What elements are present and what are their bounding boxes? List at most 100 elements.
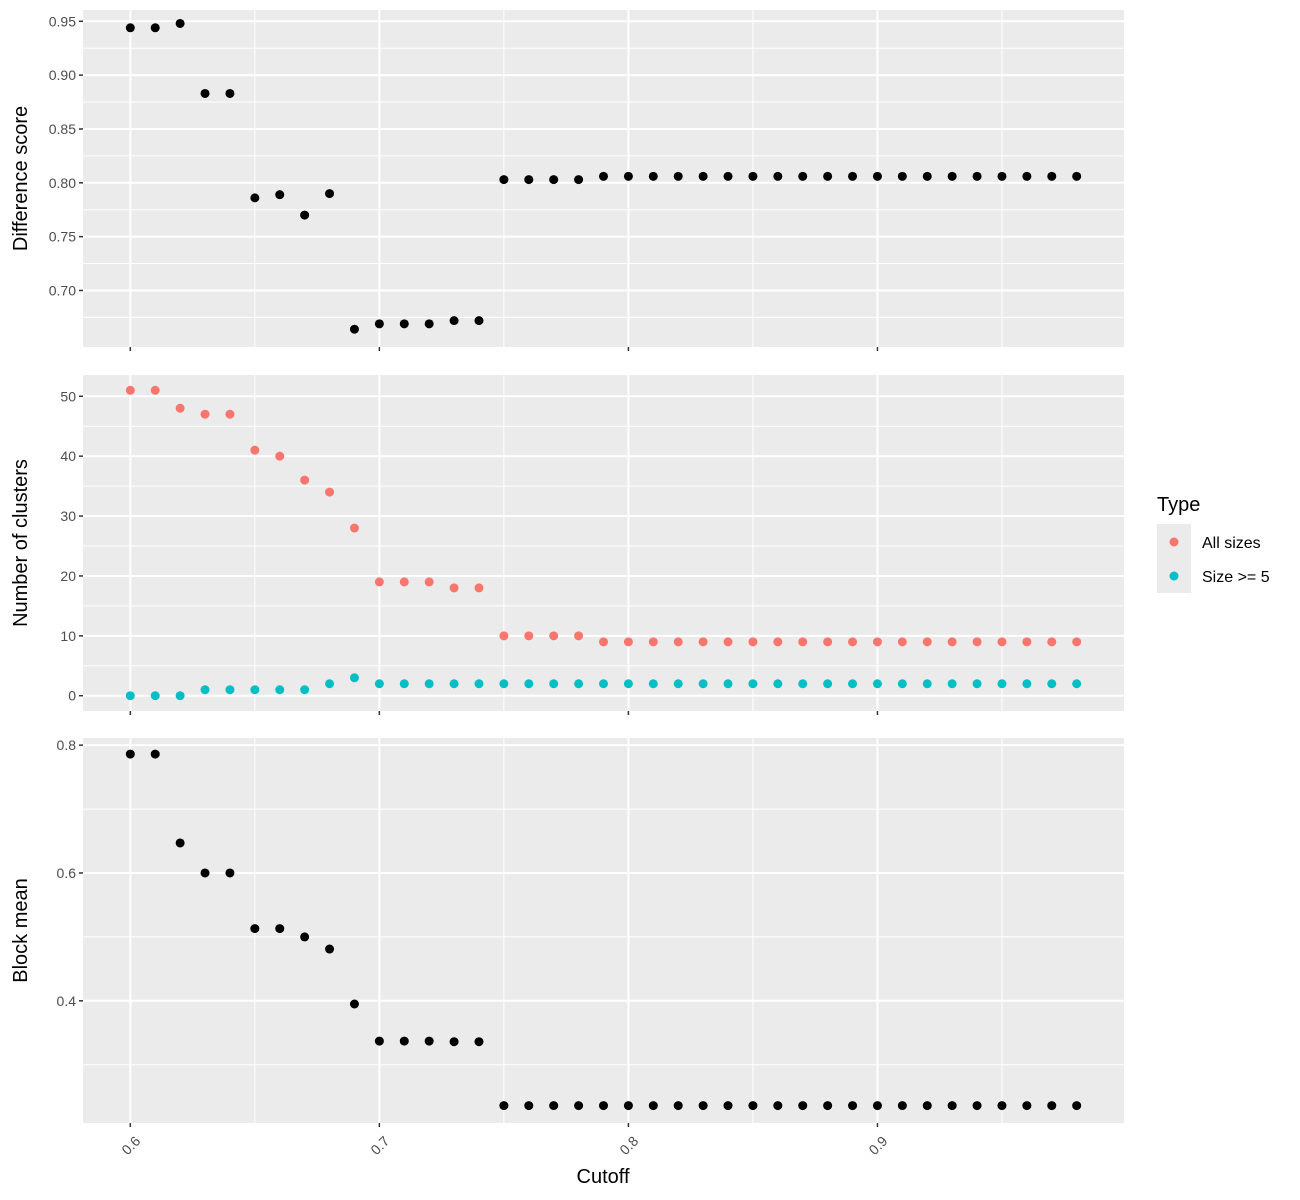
data-point bbox=[374, 679, 384, 689]
data-point bbox=[698, 171, 708, 181]
data-point bbox=[399, 577, 409, 587]
data-point bbox=[424, 319, 434, 329]
data-point bbox=[897, 1101, 907, 1111]
data-point bbox=[499, 1101, 509, 1111]
data-point bbox=[997, 637, 1007, 647]
data-point bbox=[424, 1036, 434, 1046]
data-point bbox=[175, 838, 185, 848]
data-point bbox=[748, 679, 758, 689]
data-point bbox=[599, 679, 608, 689]
data-point bbox=[175, 18, 185, 28]
y-axis-title: Block mean bbox=[10, 878, 32, 983]
y-tick-label: 40 bbox=[60, 448, 76, 464]
data-point bbox=[549, 1101, 559, 1111]
data-point bbox=[424, 577, 434, 587]
data-point bbox=[399, 679, 409, 689]
data-point bbox=[200, 685, 210, 695]
data-point bbox=[1047, 637, 1057, 647]
x-axis-title: Cutoff bbox=[577, 1166, 630, 1188]
panel-background bbox=[83, 738, 1124, 1123]
panel-1: 0.70 0.75 0.80 0.85 0.90 0.95 Difference score bbox=[10, 10, 1124, 351]
x-tick-label: 0.6 bbox=[118, 1133, 143, 1158]
legend-entries: All sizes Size >= 5 bbox=[1169, 535, 1270, 586]
data-point bbox=[225, 685, 235, 695]
data-point bbox=[175, 691, 185, 701]
data-point bbox=[922, 171, 932, 181]
data-point bbox=[648, 1101, 658, 1111]
data-point bbox=[275, 924, 285, 934]
y-tick-label: 0.75 bbox=[49, 229, 76, 245]
data-point bbox=[250, 924, 260, 934]
data-point bbox=[723, 1101, 733, 1111]
x-tick-label: 0.8 bbox=[616, 1133, 641, 1158]
data-point bbox=[599, 171, 608, 181]
legend-label-2: Size >= 5 bbox=[1202, 569, 1270, 586]
data-point bbox=[698, 637, 708, 647]
data-point bbox=[1072, 679, 1082, 689]
data-point bbox=[524, 679, 534, 689]
data-point bbox=[997, 171, 1007, 181]
data-point bbox=[300, 475, 310, 485]
data-point bbox=[823, 679, 833, 689]
data-point bbox=[549, 631, 559, 641]
data-point bbox=[225, 409, 235, 419]
data-point bbox=[574, 679, 584, 689]
data-point bbox=[275, 685, 285, 695]
data-point bbox=[1022, 1101, 1032, 1111]
data-point bbox=[574, 1101, 584, 1111]
data-point bbox=[848, 637, 858, 647]
data-point bbox=[275, 190, 285, 200]
data-point bbox=[325, 679, 335, 689]
data-point bbox=[748, 171, 758, 181]
data-point bbox=[524, 1101, 534, 1111]
data-point bbox=[125, 385, 135, 395]
data-point bbox=[648, 679, 658, 689]
data-point bbox=[349, 999, 359, 1009]
panel-3: 0.4 0.6 0.8 Block mean bbox=[10, 737, 1124, 1127]
y-axis-title: Number of clusters bbox=[10, 459, 32, 627]
data-point bbox=[374, 577, 384, 587]
data-point bbox=[349, 523, 359, 533]
data-point bbox=[524, 631, 534, 641]
legend-title: Type bbox=[1157, 494, 1200, 516]
data-point bbox=[947, 679, 957, 689]
data-point bbox=[748, 1101, 758, 1111]
x-tick-label: 0.7 bbox=[367, 1133, 392, 1158]
data-point bbox=[698, 679, 708, 689]
data-point bbox=[449, 583, 459, 593]
data-point bbox=[848, 1101, 858, 1111]
data-point bbox=[972, 637, 982, 647]
data-point bbox=[972, 1101, 982, 1111]
y-tick-label: 0.80 bbox=[49, 175, 76, 191]
data-point bbox=[947, 171, 957, 181]
y-tick-label: 10 bbox=[60, 628, 76, 644]
data-point bbox=[947, 1101, 957, 1111]
x-tick-label: 0.9 bbox=[865, 1133, 890, 1158]
panel-2: 0 10 20 30 40 50 Number of clusters bbox=[10, 375, 1124, 715]
data-point bbox=[972, 679, 982, 689]
data-point bbox=[673, 171, 683, 181]
data-point bbox=[872, 637, 882, 647]
data-point bbox=[773, 1101, 783, 1111]
data-point bbox=[897, 637, 907, 647]
data-point bbox=[474, 583, 484, 593]
data-point bbox=[872, 171, 882, 181]
legend-key-background bbox=[1157, 524, 1191, 593]
data-point bbox=[872, 679, 882, 689]
data-point bbox=[848, 679, 858, 689]
data-point bbox=[499, 631, 509, 641]
data-point bbox=[300, 210, 310, 220]
data-point bbox=[325, 944, 335, 954]
series-points bbox=[125, 18, 1082, 334]
y-tick-label: 0 bbox=[68, 688, 76, 704]
data-point bbox=[648, 637, 658, 647]
data-point bbox=[250, 685, 260, 695]
data-point bbox=[773, 679, 783, 689]
data-point bbox=[474, 316, 484, 326]
data-point bbox=[798, 1101, 808, 1111]
data-point bbox=[1072, 171, 1082, 181]
data-point bbox=[300, 932, 310, 942]
